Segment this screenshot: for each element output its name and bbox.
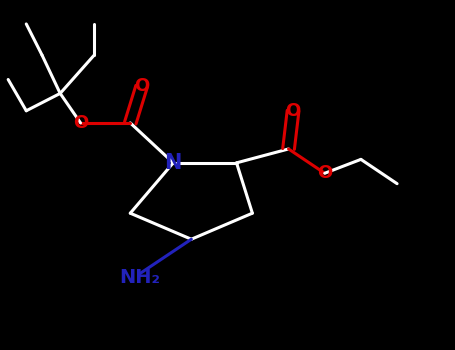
Text: O: O xyxy=(317,164,332,182)
Text: O: O xyxy=(73,114,88,132)
Text: O: O xyxy=(285,102,301,120)
Text: O: O xyxy=(134,77,149,96)
Text: NH₂: NH₂ xyxy=(119,268,160,287)
Text: N: N xyxy=(165,153,182,173)
